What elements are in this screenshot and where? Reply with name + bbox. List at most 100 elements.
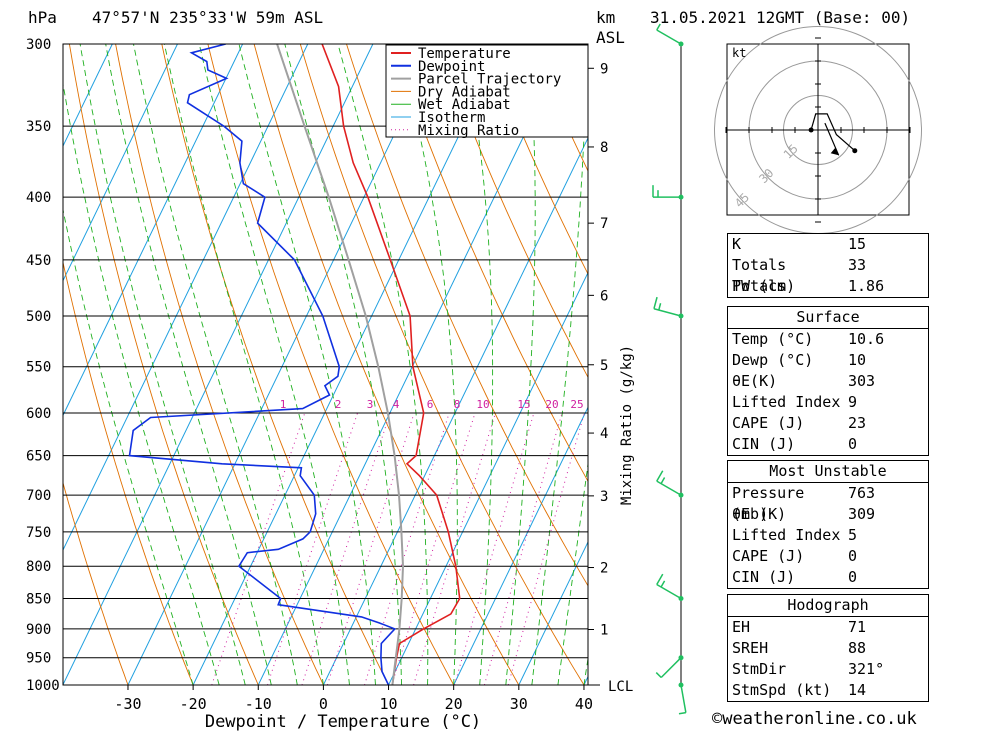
index-value: 321° (848, 660, 885, 678)
index-value: 303 (848, 372, 876, 390)
km-tick-label: 1 (600, 622, 608, 638)
wind-barb-flag (656, 573, 664, 585)
mixing-ratio-line (391, 412, 476, 685)
mixing-ratio-label: 15 (517, 398, 530, 411)
dry-adiabat-line (993, 44, 1000, 685)
index-value: 10.6 (848, 330, 885, 348)
isotherm-line (63, 44, 374, 685)
most-unstable-table: Most Unstable Pressure (mb) 763 θE (K) 309 L… (727, 460, 929, 589)
legend-item-label: Mixing Ratio (418, 123, 519, 139)
pressure-tick-label: 1000 (26, 678, 60, 694)
wind-barb-staff (653, 307, 682, 317)
wind-level-dot (678, 492, 684, 498)
index-label: EH (732, 618, 751, 636)
pressure-unit-label: hPa (28, 8, 57, 27)
wind-level-dot (678, 313, 684, 319)
index-label: Totals Totals (732, 256, 787, 295)
pressure-tick-label: 500 (26, 309, 51, 325)
pressure-tick-label: 350 (26, 119, 51, 135)
index-value: 9 (848, 393, 858, 411)
index-row: Pressure (mb) 763 (728, 483, 928, 523)
km-tick-label: 6 (600, 288, 608, 304)
pressure-tick-label: 750 (26, 525, 51, 541)
dry-adiabat-line (484, 44, 588, 275)
mixing-ratio-label: 10 (476, 398, 489, 411)
hodograph-end-dot (852, 148, 858, 154)
pressure-tick-label: 950 (26, 651, 51, 667)
pressure-tick-label: 850 (26, 591, 51, 607)
index-row: CAPE (J) 23 (728, 413, 928, 434)
mixing-ratio-label: 20 (545, 398, 558, 411)
wind-barb-staff (660, 657, 682, 679)
wind-level-dot (678, 655, 684, 661)
temp-tick-label: 30 (510, 695, 528, 713)
temp-tick-label: 10 (380, 695, 398, 713)
isotherm-line (127, 44, 439, 685)
index-label: Lifted Index (732, 526, 841, 544)
mixing-ratio-line (301, 412, 391, 685)
wet-adiabat-line (198, 44, 350, 685)
km-tick-label: 9 (600, 61, 608, 77)
km-unit-label: km (596, 8, 616, 27)
legend-item-label: Parcel Trajectory (418, 72, 561, 88)
pressure-tick-label: 650 (26, 449, 51, 465)
mixing-ratio-label: 1 (280, 398, 287, 411)
mixing-ratio-label: 3 (367, 398, 374, 411)
index-row: CAPE (J) 0 (728, 546, 928, 567)
pressure-tick-label: 800 (26, 559, 51, 575)
wind-barb-flag (655, 672, 662, 679)
hodograph-trace (810, 113, 856, 152)
isotherm-line (518, 540, 588, 685)
temp-tick-label: 0 (319, 695, 328, 713)
index-row: Totals Totals 33 (728, 255, 928, 295)
legend-item-label: Dry Adiabat (418, 84, 511, 100)
index-value: 763 (848, 484, 876, 502)
isotherm-line (63, 44, 178, 282)
index-row: Lifted Index 5 (728, 525, 928, 546)
wind-barb-staff (680, 684, 687, 713)
pressure-tick-label: 450 (26, 253, 51, 269)
index-value: 1.86 (848, 277, 885, 295)
index-label: CIN (J) (732, 435, 796, 453)
wind-barb-flag (660, 477, 666, 484)
mixing-ratio-line (413, 412, 496, 685)
km-tick-label: 8 (600, 140, 608, 156)
temp-tick-label: -30 (114, 695, 141, 713)
km-tick-label: 2 (600, 561, 608, 577)
mixing-ratio-line (454, 412, 535, 685)
index-value: 23 (848, 414, 867, 432)
index-row: CIN (J) 0 (728, 434, 928, 455)
temp-tick-label: 40 (575, 695, 593, 713)
km-tick-label: 4 (600, 426, 608, 442)
hodograph-table: Hodograph EH 71 SREH 88 StmDir 321° StmSpd (kt… (727, 594, 929, 702)
wet-adiabat-line (531, 44, 588, 685)
temp-tick-label: 20 (445, 695, 463, 713)
wind-barb-flag (653, 296, 658, 309)
index-value: 0 (848, 435, 858, 453)
index-value: 0 (848, 547, 858, 565)
index-value: 309 (848, 505, 876, 523)
temp-tick-label: -10 (245, 695, 272, 713)
wind-level-dot (678, 41, 684, 47)
asl-label: ASL (596, 28, 625, 47)
wet-adiabat-line (105, 44, 272, 685)
hodograph-title: Hodograph (728, 595, 928, 617)
wet-adiabat-line (284, 44, 403, 685)
legend-item-label: Temperature (418, 46, 511, 62)
legend-item-label: Wet Adiabat (418, 97, 511, 113)
dry-adiabat-line (438, 44, 588, 379)
dry-adiabat-line (947, 44, 1000, 685)
station-location: 47°57'N 235°33'W 59m ASL (92, 8, 324, 27)
index-label: PW (cm) (732, 277, 796, 295)
hodograph-start-dot (808, 127, 814, 133)
pressure-tick-label: 900 (26, 622, 51, 638)
legend-item-label: Dewpoint (418, 59, 485, 75)
index-value: 88 (848, 639, 867, 657)
legend-item-label: Isotherm (418, 110, 485, 126)
index-value: 5 (848, 526, 858, 544)
isotherm-line (453, 406, 588, 685)
index-label: Dewp (°C) (732, 351, 814, 369)
index-row: StmSpd (kt) 14 (728, 680, 928, 701)
index-row: Temp (°C) 10.6 (728, 329, 928, 350)
